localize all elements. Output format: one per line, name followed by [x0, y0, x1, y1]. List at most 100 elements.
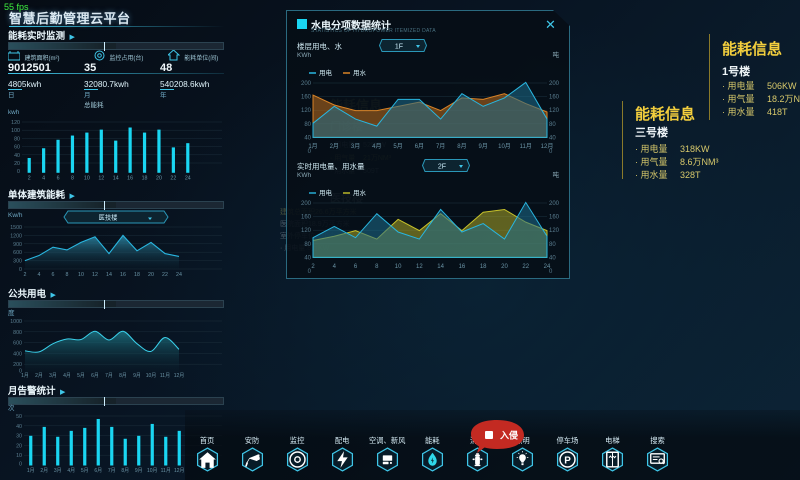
svg-text:600: 600 — [13, 250, 22, 256]
svg-text:5月: 5月 — [393, 143, 402, 150]
svg-text:2: 2 — [24, 272, 27, 278]
svg-text:14: 14 — [113, 176, 119, 182]
svg-text:KWh: KWh — [297, 172, 311, 179]
svg-text:22: 22 — [162, 272, 168, 278]
svg-text:1F: 1F — [395, 44, 403, 51]
svg-text:2月: 2月 — [35, 373, 43, 379]
svg-text:1月: 1月 — [27, 468, 35, 474]
svg-text:80: 80 — [304, 242, 311, 248]
svg-text:120: 120 — [549, 108, 560, 114]
svg-text:24: 24 — [185, 176, 191, 182]
svg-text:200: 200 — [301, 201, 312, 207]
svg-text:80: 80 — [549, 242, 556, 248]
svg-text:用电: 用电 — [319, 68, 333, 77]
svg-text:9月: 9月 — [135, 468, 143, 474]
svg-text:200: 200 — [13, 362, 22, 368]
svg-text:80: 80 — [549, 122, 556, 128]
svg-text:16: 16 — [459, 264, 466, 270]
svg-text:10月: 10月 — [498, 143, 511, 150]
svg-text:7月: 7月 — [108, 468, 116, 474]
svg-text:4月: 4月 — [67, 468, 75, 474]
svg-text:900: 900 — [13, 242, 22, 248]
svg-text:10: 10 — [395, 264, 402, 270]
svg-text:9月: 9月 — [133, 373, 141, 379]
svg-text:1000: 1000 — [10, 319, 22, 325]
svg-text:400: 400 — [13, 351, 22, 357]
svg-text:8月: 8月 — [119, 373, 127, 379]
svg-text:600: 600 — [13, 341, 22, 347]
svg-text:120: 120 — [301, 228, 312, 234]
svg-text:12月: 12月 — [174, 468, 185, 474]
svg-text:80: 80 — [304, 122, 311, 128]
svg-text:20: 20 — [156, 176, 162, 182]
svg-text:120: 120 — [11, 120, 20, 126]
svg-text:160: 160 — [549, 95, 560, 101]
svg-text:16: 16 — [120, 272, 126, 278]
svg-text:P: P — [564, 456, 571, 467]
svg-text:1月: 1月 — [308, 143, 317, 150]
svg-text:20: 20 — [16, 443, 22, 449]
svg-text:18: 18 — [134, 272, 140, 278]
svg-text:0: 0 — [19, 267, 22, 273]
svg-text:14: 14 — [106, 272, 112, 278]
svg-text:200: 200 — [549, 201, 560, 207]
svg-text:2月: 2月 — [330, 143, 339, 150]
svg-text:1500: 1500 — [10, 225, 22, 231]
svg-text:KWh: KWh — [297, 52, 311, 59]
svg-text:800: 800 — [13, 330, 22, 336]
svg-text:5月: 5月 — [77, 373, 85, 379]
svg-text:1月: 1月 — [21, 373, 29, 379]
svg-text:11月: 11月 — [520, 143, 532, 150]
svg-text:6月: 6月 — [91, 373, 99, 379]
svg-text:8: 8 — [66, 272, 69, 278]
svg-text:18: 18 — [480, 264, 487, 270]
svg-text:120: 120 — [549, 228, 560, 234]
svg-text:用水: 用水 — [353, 188, 367, 197]
svg-text:3月: 3月 — [351, 143, 360, 150]
svg-text:6: 6 — [52, 272, 55, 278]
svg-text:4: 4 — [333, 264, 337, 270]
svg-text:医技楼: 医技楼 — [99, 213, 119, 222]
svg-text:9月: 9月 — [479, 143, 488, 150]
svg-text:10月: 10月 — [147, 468, 158, 474]
svg-text:40: 40 — [14, 153, 20, 159]
svg-text:10: 10 — [78, 272, 84, 278]
svg-text:吨: 吨 — [553, 170, 560, 179]
svg-text:40: 40 — [304, 135, 311, 141]
svg-text:11月: 11月 — [160, 373, 170, 379]
svg-text:8月: 8月 — [121, 468, 129, 474]
svg-text:2: 2 — [28, 176, 31, 182]
svg-text:160: 160 — [301, 215, 312, 221]
svg-text:吨: 吨 — [553, 50, 560, 59]
svg-text:7月: 7月 — [105, 373, 113, 379]
svg-text:30: 30 — [16, 434, 22, 440]
svg-text:0: 0 — [19, 462, 22, 468]
svg-text:0: 0 — [17, 169, 20, 175]
svg-text:入侵: 入侵 — [499, 430, 518, 441]
svg-text:8: 8 — [375, 264, 379, 270]
svg-text:40: 40 — [549, 255, 556, 261]
svg-text:4: 4 — [38, 272, 41, 278]
svg-text:40: 40 — [304, 255, 311, 261]
svg-text:10月: 10月 — [146, 373, 157, 379]
svg-text:6: 6 — [354, 264, 358, 270]
svg-text:160: 160 — [549, 215, 560, 221]
svg-text:3月: 3月 — [49, 373, 57, 379]
svg-text:22: 22 — [170, 176, 176, 182]
svg-text:40: 40 — [16, 424, 22, 430]
svg-text:24: 24 — [176, 272, 182, 278]
svg-text:50: 50 — [16, 414, 22, 420]
svg-text:12: 12 — [416, 264, 423, 270]
svg-text:8月: 8月 — [457, 143, 466, 150]
svg-text:用水: 用水 — [353, 68, 367, 77]
svg-text:8: 8 — [71, 176, 74, 182]
svg-text:12: 12 — [92, 272, 98, 278]
svg-text:12: 12 — [98, 176, 104, 182]
svg-text:用电: 用电 — [319, 188, 333, 197]
svg-text:12月: 12月 — [174, 373, 185, 379]
svg-text:2: 2 — [311, 264, 315, 270]
svg-text:22: 22 — [522, 264, 529, 270]
svg-text:80: 80 — [14, 136, 20, 142]
svg-text:18: 18 — [142, 176, 148, 182]
svg-text:3月: 3月 — [54, 468, 62, 474]
